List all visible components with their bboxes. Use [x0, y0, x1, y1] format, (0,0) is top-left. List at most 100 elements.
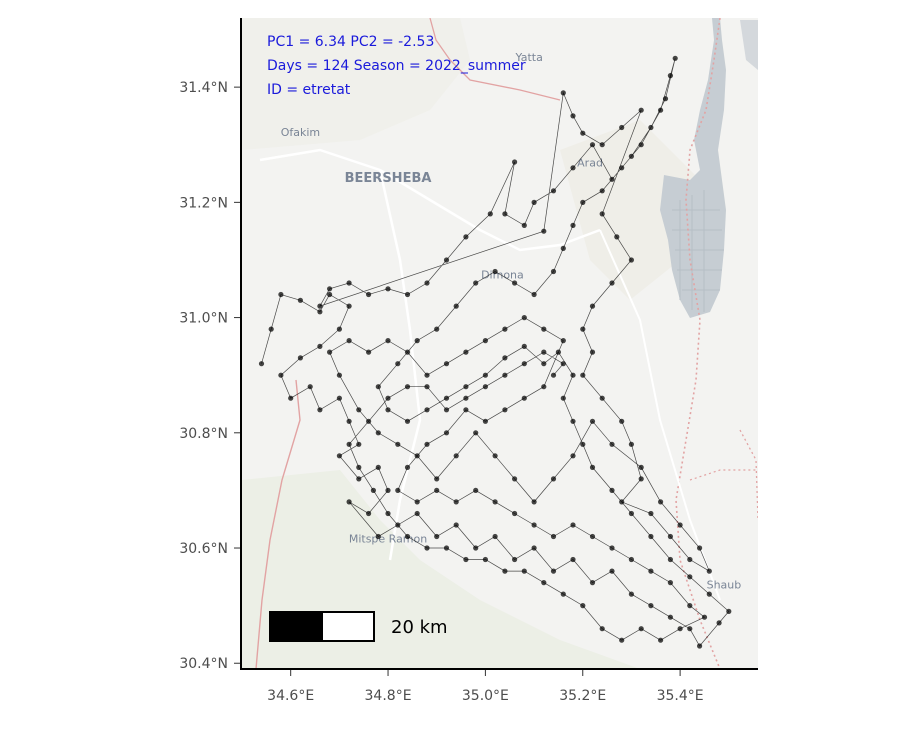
x-tick-label: 34.6°E	[267, 688, 314, 704]
track-point	[541, 326, 547, 332]
track-point	[385, 286, 391, 292]
track-point	[473, 430, 479, 436]
track-point	[638, 476, 644, 482]
track-point	[541, 580, 547, 586]
track-point	[297, 355, 303, 361]
track-point	[677, 626, 683, 632]
y-tick-label: 31.2°N	[179, 195, 228, 211]
track-point	[706, 568, 712, 574]
track-point	[346, 441, 352, 447]
track-point	[560, 361, 566, 367]
track-point	[619, 165, 625, 171]
track-point	[327, 286, 333, 292]
basemap-border	[429, 18, 561, 101]
track-point	[443, 430, 450, 436]
track-point	[297, 297, 303, 303]
track-point	[463, 234, 469, 240]
track-point	[375, 464, 381, 470]
track-point	[395, 441, 401, 447]
track-point	[648, 568, 654, 574]
track-point	[531, 291, 537, 298]
track-point	[502, 407, 508, 413]
track-point	[697, 643, 703, 649]
track-point	[580, 372, 586, 378]
track-point	[609, 545, 615, 551]
track-point	[638, 626, 644, 632]
track-point	[687, 556, 693, 563]
track-point	[589, 418, 596, 424]
track-point	[443, 257, 450, 263]
track-point	[511, 280, 518, 286]
track-point	[317, 407, 323, 413]
track-point	[609, 568, 615, 574]
track-point	[580, 199, 586, 205]
basemap-lake	[740, 20, 758, 70]
track-line	[261, 58, 730, 647]
track-point	[463, 349, 469, 355]
track-point	[726, 608, 732, 615]
track-point	[589, 464, 596, 470]
track-point	[570, 418, 576, 424]
x-axis-ticks: 34.6°E 34.8°E 35.0°E 35.2°E 35.4°E	[267, 670, 704, 704]
track-point	[317, 309, 323, 315]
track-point	[648, 510, 654, 517]
track-point	[443, 545, 450, 551]
track-point	[511, 159, 518, 165]
track-point	[336, 395, 342, 401]
track-point	[463, 407, 469, 413]
place-label: Mitspe Ramon	[349, 532, 427, 545]
track-point	[482, 384, 488, 390]
track-point	[599, 188, 605, 194]
track-point	[453, 453, 459, 459]
x-tick-label: 35.4°E	[657, 688, 704, 704]
track-point	[648, 124, 654, 131]
place-labels: Yatta Ofakim BEERSHEBA Arad Dimona Mitspe Ram…	[281, 51, 742, 591]
track-point	[521, 315, 527, 321]
track-point	[375, 533, 381, 540]
track-point	[667, 533, 674, 540]
x-tick-label: 35.0°E	[462, 688, 509, 704]
track-point	[638, 142, 644, 148]
track-point	[570, 522, 576, 528]
basemap-road	[378, 169, 422, 561]
track-point	[599, 626, 605, 632]
track-point	[667, 580, 674, 586]
track-point	[541, 349, 547, 355]
basemap-road	[259, 148, 601, 252]
track-point	[619, 418, 625, 424]
track-point	[404, 384, 411, 390]
track-point	[414, 453, 420, 459]
track-point	[609, 176, 615, 182]
track-point	[550, 476, 557, 482]
track-point	[443, 407, 450, 413]
track-point	[667, 556, 674, 563]
track-point	[628, 153, 635, 159]
basemap-dead-sea-grid	[672, 190, 724, 312]
track-point	[356, 441, 362, 447]
track-point	[658, 107, 664, 113]
track-point	[473, 545, 479, 551]
track-point	[356, 476, 362, 482]
track-point	[404, 418, 411, 424]
track-point	[356, 407, 362, 413]
place-label: Shaub	[707, 578, 742, 591]
track-point	[482, 338, 488, 344]
track-point	[502, 355, 508, 361]
track-point	[667, 614, 674, 620]
track-point	[560, 395, 566, 401]
track-point	[706, 591, 712, 597]
track-point	[570, 165, 576, 171]
track-point	[687, 603, 693, 609]
track-point	[511, 476, 518, 482]
track-point	[492, 499, 498, 505]
track-point	[531, 499, 537, 505]
track-point	[570, 453, 576, 459]
track-point	[453, 303, 459, 309]
track-point	[404, 533, 411, 540]
track-point	[346, 303, 352, 309]
track-point	[658, 637, 664, 643]
track-point	[589, 349, 596, 355]
track-point	[521, 395, 527, 401]
track-point	[268, 326, 274, 332]
basemap	[242, 18, 758, 669]
